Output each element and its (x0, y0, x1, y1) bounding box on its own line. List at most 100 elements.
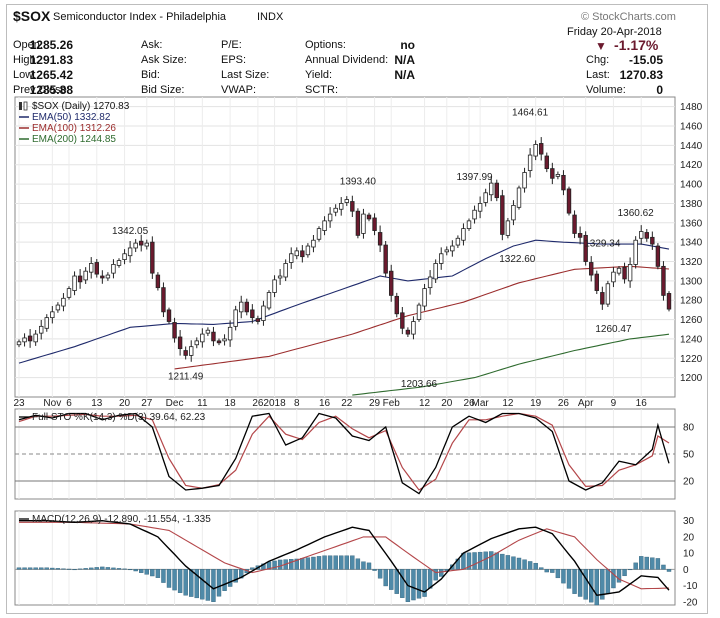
macd-histogram-bar (566, 569, 572, 589)
candle (405, 329, 411, 335)
macd-histogram-bar (55, 568, 61, 570)
candle (494, 182, 499, 199)
macd-histogram-bar (389, 569, 394, 590)
candle (411, 321, 416, 335)
x-tick-label: 8 (294, 398, 300, 409)
macd-histogram-bar (250, 567, 255, 570)
candle (89, 263, 94, 273)
candle (305, 245, 311, 256)
price-annotation: 1397.99 (456, 172, 493, 183)
x-tick-label: Apr (578, 398, 594, 409)
price-annotation: 1464.61 (512, 108, 549, 119)
field-label: Ask: (141, 39, 163, 51)
macd-histogram-bar (416, 569, 422, 599)
macd-histogram-bar (161, 569, 166, 583)
candle (155, 274, 161, 289)
price-tick-label: 1380 (680, 199, 703, 210)
x-tick-label: 26 (252, 398, 264, 409)
field-label: Annual Dividend: (305, 54, 389, 66)
macd-histogram-bar (44, 567, 49, 570)
candle (255, 318, 261, 322)
candle (227, 326, 233, 341)
field-label: Bid Size: (141, 84, 185, 96)
candle (189, 346, 194, 356)
candle (555, 174, 561, 177)
macd-histogram-bar (289, 559, 294, 570)
price-tick-label: 1320 (680, 257, 703, 268)
x-tick-label: Nov (43, 398, 61, 409)
candle (216, 340, 222, 344)
price-tick-label: 1260 (680, 315, 703, 326)
candle (327, 213, 333, 222)
macd-histogram-bar (111, 567, 116, 570)
macd-histogram-bar (72, 569, 77, 571)
field-value: -15.05 (628, 53, 663, 67)
x-tick-label: 22 (341, 398, 353, 409)
candle (194, 340, 199, 346)
x-tick-label: 2018 (263, 398, 286, 409)
candle (550, 168, 555, 179)
price-tick-label: 1440 (680, 141, 703, 152)
macd-histogram-bar (489, 551, 494, 570)
macd-histogram-bar (472, 552, 477, 570)
candle (639, 231, 644, 239)
macd-tick-label: 10 (683, 549, 695, 560)
candle (77, 275, 83, 283)
field-label: Open: (13, 39, 43, 51)
date-label: Friday 20-Apr-2018 (567, 26, 662, 38)
macd-histogram-bar (294, 558, 299, 570)
candle (50, 311, 55, 319)
price-tick-label: 1400 (680, 180, 703, 191)
macd-histogram-bar (539, 567, 544, 570)
macd-histogram-bar (150, 569, 155, 577)
candle-legend-icon (19, 102, 22, 110)
candle (350, 201, 355, 212)
macd-histogram-bar (155, 569, 161, 578)
candle (205, 329, 211, 334)
price-tick-label: 1480 (680, 102, 703, 113)
candle (311, 239, 316, 248)
x-tick-label: Mar (471, 398, 489, 409)
macd-histogram-bar (644, 556, 649, 570)
candle (450, 245, 455, 252)
candle (16, 341, 22, 346)
sto-tick-label: 50 (683, 450, 695, 461)
x-tick-label: 12 (419, 398, 431, 409)
candle (294, 250, 299, 257)
macd-histogram-bar (305, 557, 311, 570)
price-annotation: 1211.49 (168, 372, 204, 383)
candle (177, 336, 183, 350)
macd-histogram-bar (133, 569, 138, 572)
candle (100, 275, 105, 279)
candle (166, 309, 172, 322)
macd-histogram-bar (627, 569, 633, 571)
x-tick-label: 18 (225, 398, 237, 409)
macd-histogram-bar (516, 557, 522, 570)
candle (277, 275, 283, 279)
candle (250, 309, 255, 319)
macd-histogram-bar (277, 559, 283, 570)
field-value: 1291.83 (29, 53, 73, 67)
candle (394, 295, 399, 315)
macd-histogram-bar (466, 552, 472, 570)
candle (461, 228, 466, 241)
field-value: 1265.42 (29, 68, 73, 82)
macd-histogram-bar (39, 567, 44, 570)
field-label: P/E: (221, 39, 242, 51)
field-value: 0 (656, 83, 663, 97)
macd-histogram-bar (500, 553, 505, 570)
field-value: N/A (394, 68, 415, 82)
x-tick-label: 16 (319, 398, 331, 409)
candle (377, 232, 383, 246)
macd-histogram-bar (177, 569, 183, 593)
candle (27, 335, 33, 342)
macd-histogram-bar (600, 569, 605, 600)
candle (422, 288, 427, 307)
candle (416, 304, 422, 320)
candle (94, 262, 99, 275)
macd-histogram-bar (433, 569, 438, 581)
candle (616, 267, 622, 274)
field-label: Volume: (586, 84, 626, 96)
price-annotation: 1393.40 (340, 176, 377, 187)
field-label: Ask Size: (141, 54, 187, 66)
